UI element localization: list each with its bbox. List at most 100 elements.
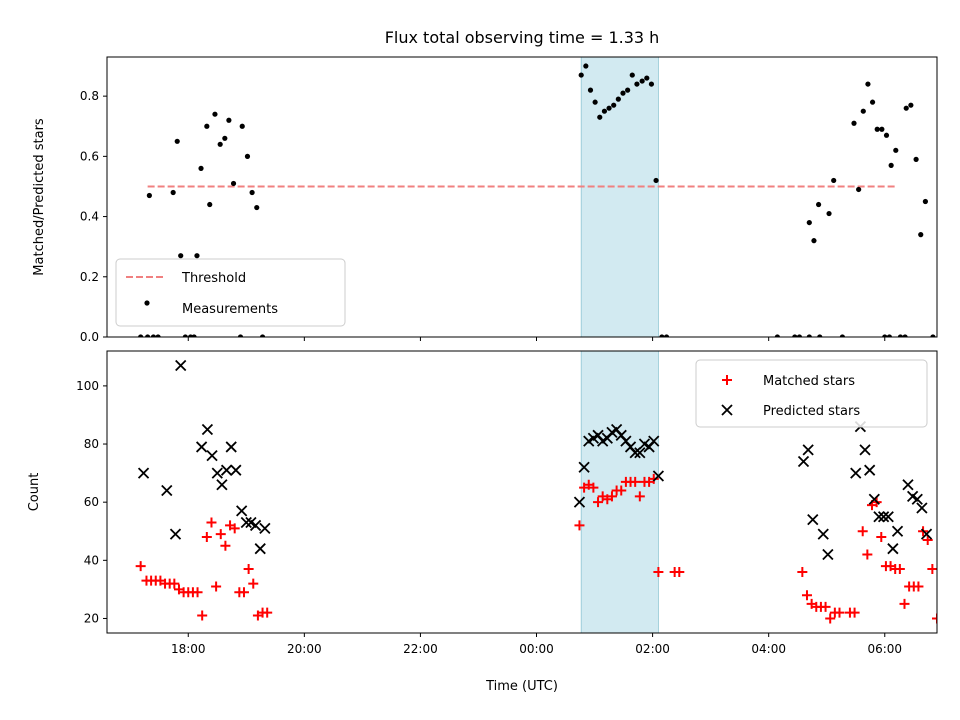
measurement-point [851,120,857,126]
predicted-star-point [652,470,665,482]
matched-star-point [593,497,604,508]
measurement-point [239,123,245,129]
matched-star-point [630,476,641,487]
measurement-point [226,117,232,123]
chart-title: Flux total observing time = 1.33 h [385,28,660,47]
predicted-star-point [216,479,228,491]
matched-star-point [922,534,933,545]
predicted-star-point [236,505,248,517]
predicted-star-point [573,496,586,508]
measurement-point [230,180,237,187]
matched-star-point [913,581,924,592]
predicted-star-point [797,455,810,468]
measurement-point [254,204,260,211]
matched-star-point [801,590,812,601]
measurement-point [865,81,871,87]
legend-predicted-swatch [721,404,733,416]
matched-star-point [574,520,585,531]
predicted-star-point [916,502,928,514]
predicted-star-point [254,543,266,555]
matched-star-point [820,601,831,612]
matched-star-point [634,491,645,502]
matched-star-point [797,566,808,577]
predicted-star-point [169,528,182,540]
predicted-star-point [629,447,641,459]
measurement-point [869,99,876,105]
matched-star-point [211,581,222,592]
measurement-point [663,334,670,337]
measurement-point [204,123,210,129]
matched-star-point [262,607,273,618]
measurement-point [860,108,866,114]
data-layer-bottom [135,359,937,624]
matched-star-point [206,517,217,528]
matched-star-point [862,549,873,560]
measurement-point [811,238,817,244]
predicted-star-point [802,444,814,456]
predicted-star-point [882,511,894,523]
y-tick-label: 0.6 [80,149,99,163]
measurement-point [150,334,157,337]
matched-star-point [135,561,146,572]
y-tick-label: 60 [84,495,99,509]
measurement-point [249,189,255,196]
panel-top: 0.0 0.2 0.4 0.6 0.8 Matched/Predicted stars Th… [32,56,938,344]
matched-star-point [248,578,259,589]
matched-star-point [899,598,910,609]
measurement-point [888,162,894,168]
predicted-star-point [817,528,829,540]
measurement-point [913,156,919,162]
matched-star-point [220,540,231,551]
measurement-point [879,126,885,132]
measurement-point [592,99,598,105]
y-tick-label: 80 [84,437,99,451]
measurement-point [587,87,594,93]
matched-star-point [243,564,254,575]
predicted-star-point [887,543,899,555]
y-tick-label: 100 [76,379,99,393]
measurement-point [893,147,899,153]
measurement-point [259,334,266,337]
data-layer-top [138,63,936,337]
matched-star-point [653,566,664,577]
measurement-point [653,177,659,184]
matched-star-point [588,482,599,493]
measurement-point [583,63,589,69]
legend-matched-label: Matched stars [763,374,855,389]
measurement-point [174,138,180,144]
legend-box [695,359,928,428]
predicted-star-point [195,441,208,453]
x-tick-label: 06:00 [867,642,902,656]
measurement-point [629,72,635,78]
predicted-star-point [175,359,187,372]
legend-top: Threshold Measurements [115,258,346,327]
measurement-point [138,334,144,337]
matched-star-point [857,526,868,537]
legend-box [115,258,346,327]
predicted-star-point [206,450,218,462]
predicted-star-point [902,479,914,491]
y-tick-label: 0.0 [80,330,99,344]
measurement-point [882,334,888,337]
measurement-point [217,141,223,147]
measurement-point [918,232,924,238]
matched-star-point [674,566,685,577]
predicted-star-point [259,522,271,534]
measurement-point [908,102,914,108]
matched-star-point [197,610,208,621]
matched-star-point [606,491,617,502]
matched-star-point [238,587,249,598]
measurement-point [244,153,251,159]
measurement-point [620,90,626,96]
measurement-point [839,334,845,337]
measurement-point [170,189,176,196]
y-tick-label: 0.4 [80,210,99,224]
measurement-point [606,105,612,111]
measurement-point [611,102,617,108]
measurement-point [634,81,640,87]
matched-star-point [648,473,659,484]
measurement-point [883,132,890,138]
predicted-star-point [220,464,233,476]
measurement-point [615,96,621,102]
